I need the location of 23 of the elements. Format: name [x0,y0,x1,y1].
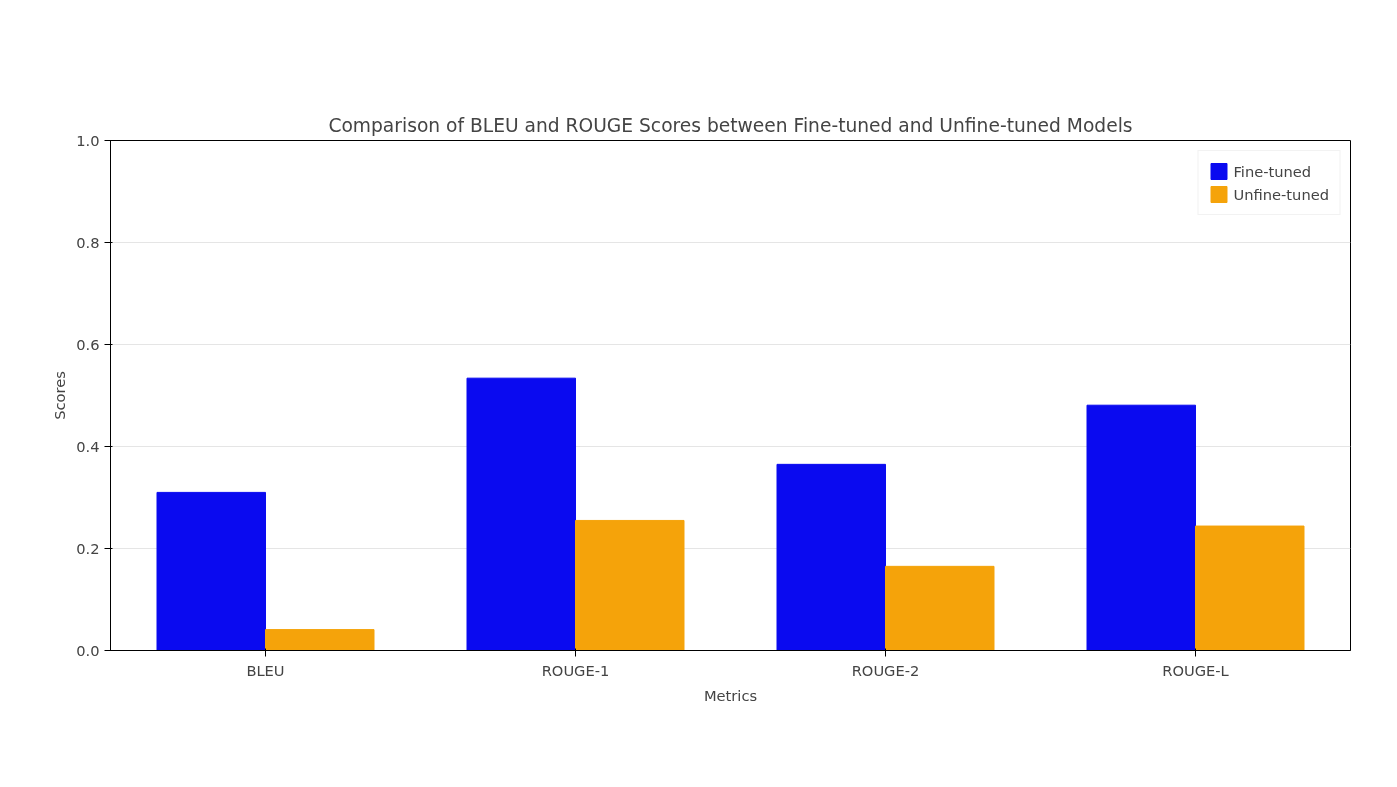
x-axis-title: Metrics [703,686,758,704]
bar [156,491,266,651]
bar [265,629,375,651]
legend-label: Unfine-tuned [1233,185,1329,203]
bar [1195,525,1305,651]
x-tick-label: ROUGE-1 [541,661,610,679]
y-tick-label: 0.8 [76,233,100,251]
bar [1086,404,1196,651]
y-tick-label: 1.0 [76,131,100,149]
bar [575,519,685,651]
x-tick-label: BLEU [246,661,285,679]
y-tick-label: 0.4 [76,437,100,455]
y-tick-label: 0.6 [76,335,100,353]
bar [466,377,576,651]
y-tick-label: 0.0 [76,641,100,659]
bar [776,463,886,651]
chart-title: Comparison of BLEU and ROUGE Scores between Fine-tuned and Unfine-tuned Models [328,114,1133,136]
x-tick-label: ROUGE-L [1162,661,1230,679]
legend-label: Fine-tuned [1233,162,1312,180]
x-tick-label: ROUGE-2 [851,661,920,679]
y-tick-label: 0.2 [76,539,100,557]
bar [885,565,995,651]
y-axis-title: Scores [51,371,69,420]
